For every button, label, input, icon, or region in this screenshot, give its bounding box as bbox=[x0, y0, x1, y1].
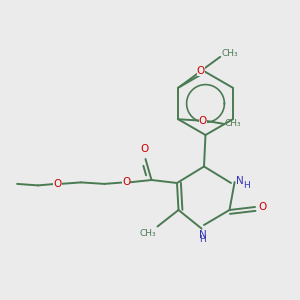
Text: O: O bbox=[122, 177, 130, 188]
Text: CH₃: CH₃ bbox=[222, 49, 238, 58]
Text: CH₃: CH₃ bbox=[225, 119, 241, 128]
Text: N: N bbox=[199, 230, 206, 240]
Text: N: N bbox=[236, 176, 244, 187]
Text: O: O bbox=[199, 116, 207, 126]
Text: H: H bbox=[243, 181, 250, 190]
Text: H: H bbox=[199, 236, 206, 244]
Text: O: O bbox=[196, 66, 205, 76]
Text: O: O bbox=[53, 179, 62, 189]
Text: O: O bbox=[258, 202, 266, 212]
Text: CH₃: CH₃ bbox=[140, 230, 156, 238]
Text: O: O bbox=[140, 145, 148, 154]
